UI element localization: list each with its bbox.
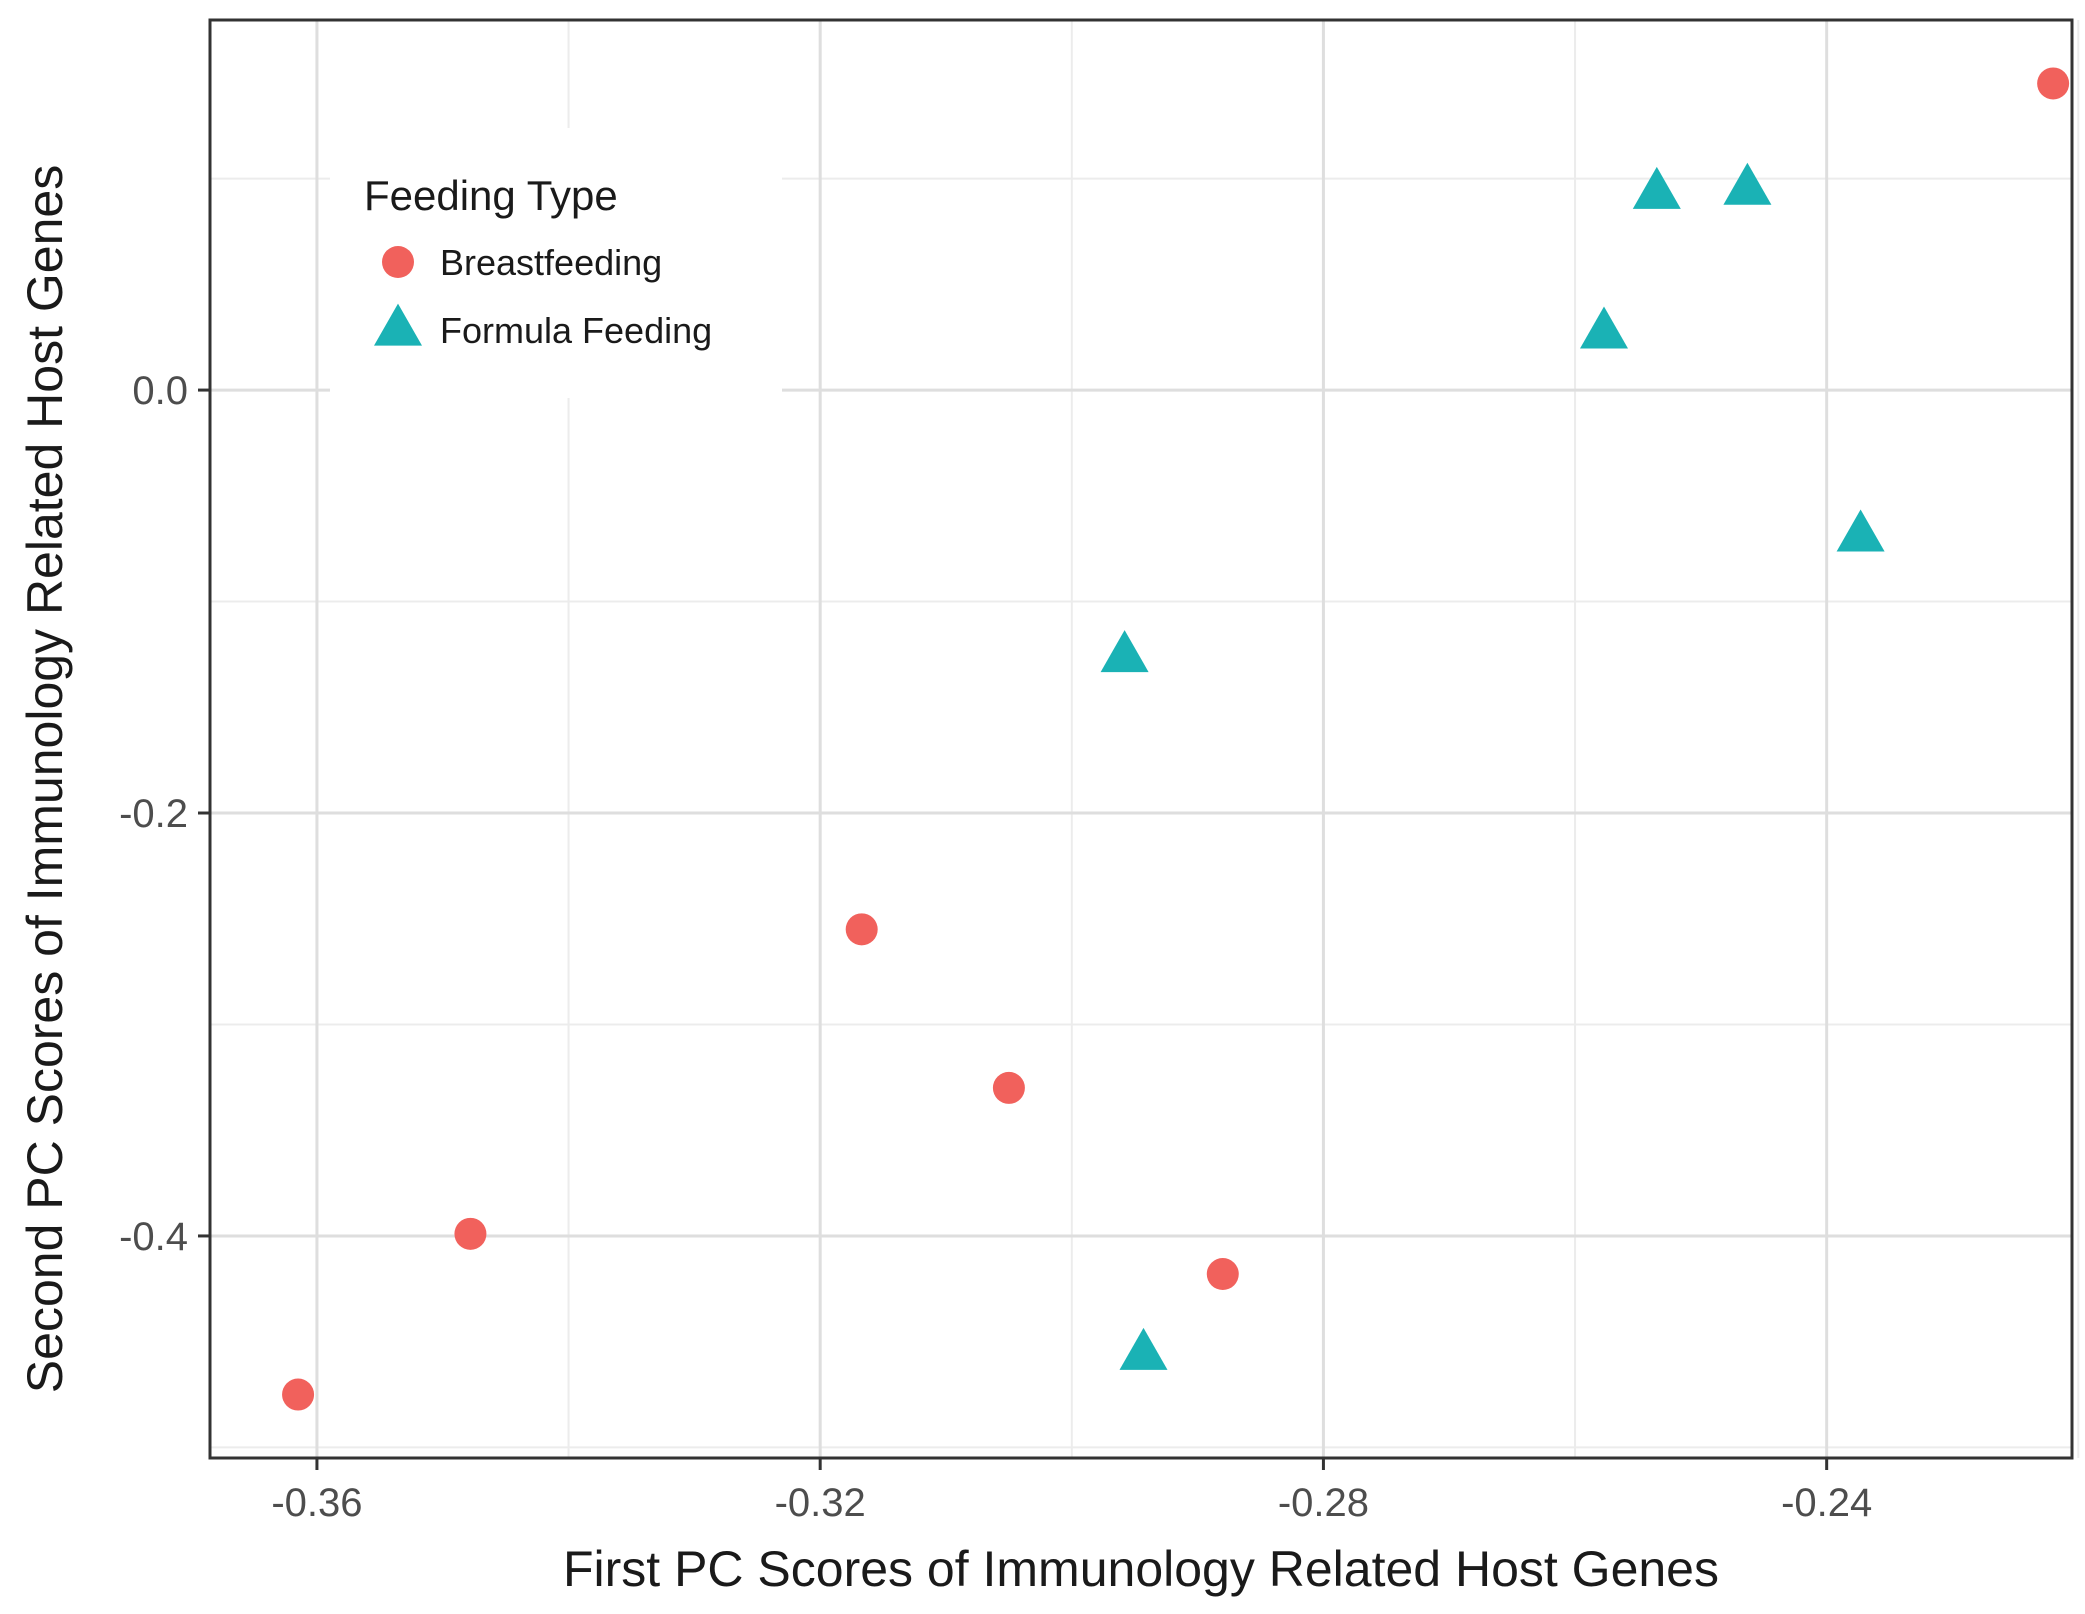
formula-feeding-point-2 bbox=[1119, 1327, 1168, 1370]
breastfeeding-point-4 bbox=[992, 1071, 1025, 1104]
legend-key-breastfeeding bbox=[382, 246, 414, 278]
formula-feeding-point-6 bbox=[1836, 509, 1885, 552]
formula-feeding-point-1 bbox=[1100, 630, 1149, 673]
y-tick-label: -0.4 bbox=[119, 1215, 188, 1259]
axes: -0.36 -0.32 -0.28 -0.24 -0.4 -0.2 0.0 bbox=[119, 369, 1872, 1525]
x-tick-label: -0.28 bbox=[1278, 1481, 1369, 1525]
breastfeeding-point-5 bbox=[1206, 1258, 1239, 1291]
y-tick-label: -0.2 bbox=[119, 792, 188, 836]
y-tick-label: 0.0 bbox=[132, 369, 188, 413]
plot-panel-border bbox=[208, 18, 2074, 1460]
x-tick-label: -0.36 bbox=[271, 1481, 362, 1525]
x-tick-label: -0.24 bbox=[1781, 1481, 1872, 1525]
legend: Feeding Type Breastfeeding Formula Feedi… bbox=[330, 128, 782, 398]
formula-feeding-point-5 bbox=[1723, 162, 1772, 205]
data-points bbox=[282, 67, 2070, 1411]
legend-title: Feeding Type bbox=[364, 172, 618, 219]
breastfeeding-point-6 bbox=[2037, 67, 2070, 100]
legend-key-formula-feeding bbox=[374, 303, 422, 346]
breastfeeding-point-2 bbox=[454, 1217, 487, 1250]
breastfeeding-point-3 bbox=[845, 913, 878, 946]
gridlines bbox=[210, 20, 2080, 1458]
legend-label-breastfeeding: Breastfeeding bbox=[440, 242, 662, 283]
breastfeeding-point-1 bbox=[282, 1378, 315, 1411]
formula-feeding-point-4 bbox=[1632, 166, 1681, 209]
formula-feeding-point-3 bbox=[1580, 306, 1628, 349]
x-axis-title: First PC Scores of Immunology Related Ho… bbox=[563, 1541, 1719, 1597]
y-axis-title: Second PC Scores of Immunology Related H… bbox=[17, 165, 73, 1393]
legend-label-formula-feeding: Formula Feeding bbox=[440, 310, 712, 351]
x-tick-label: -0.32 bbox=[775, 1481, 866, 1525]
